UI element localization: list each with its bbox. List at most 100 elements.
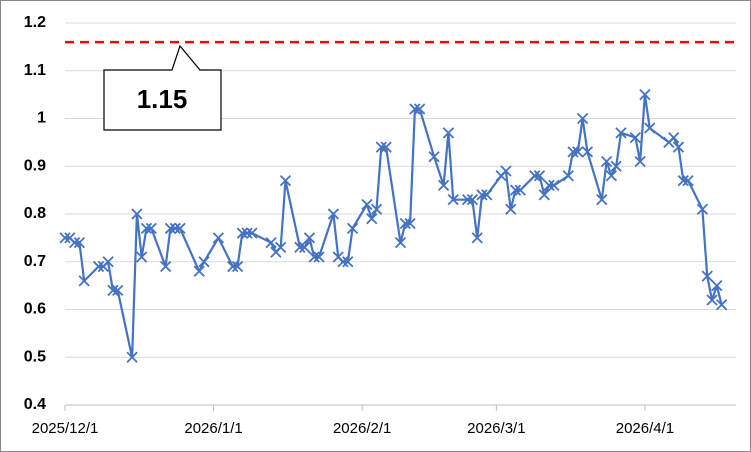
point-marker xyxy=(596,194,608,206)
y-tick-label: 0.6 xyxy=(24,301,46,318)
point-marker xyxy=(447,194,459,206)
point-marker xyxy=(327,208,340,220)
point-marker xyxy=(78,275,90,287)
point-marker xyxy=(605,170,618,182)
point-marker xyxy=(701,270,713,282)
point-marker xyxy=(299,241,311,254)
point-marker xyxy=(615,127,627,139)
point-marker xyxy=(275,241,287,254)
point-marker xyxy=(414,103,426,115)
point-marker xyxy=(672,141,685,153)
y-tick-label: 1.2 xyxy=(24,14,46,31)
point-marker xyxy=(629,131,641,144)
annotation-text: 1.15 xyxy=(137,84,188,114)
point-marker xyxy=(126,351,138,363)
point-marker xyxy=(572,146,584,158)
point-marker xyxy=(92,260,105,273)
point-marker xyxy=(514,184,526,196)
point-marker xyxy=(715,299,728,311)
point-marker xyxy=(529,170,541,182)
callout-box xyxy=(103,44,222,131)
point-marker xyxy=(231,260,244,273)
x-tick-label: 2026/4/1 xyxy=(616,420,674,437)
x-tick-label: 2026/2/1 xyxy=(333,420,391,437)
point-marker xyxy=(246,227,258,239)
point-marker xyxy=(370,203,383,215)
point-marker xyxy=(509,184,522,196)
y-tick-label: 0.8 xyxy=(24,205,46,222)
point-marker xyxy=(140,222,153,234)
y-tick-label: 0.7 xyxy=(24,253,46,270)
point-marker xyxy=(198,256,210,268)
point-marker xyxy=(576,112,589,125)
point-marker xyxy=(68,237,81,249)
point-marker xyxy=(437,179,450,191)
point-marker xyxy=(308,251,320,263)
point-marker xyxy=(366,213,378,225)
point-marker xyxy=(711,279,723,292)
point-marker xyxy=(562,170,574,182)
point-marker xyxy=(610,160,622,172)
point-marker xyxy=(112,284,124,297)
point-marker xyxy=(337,256,349,268)
point-marker xyxy=(409,103,421,115)
point-marker xyxy=(543,179,555,191)
plot xyxy=(59,40,736,363)
point-marker xyxy=(361,198,373,211)
point-marker xyxy=(533,170,546,182)
point-marker xyxy=(500,165,512,177)
point-marker xyxy=(227,260,239,273)
point-marker xyxy=(505,203,517,215)
x-tick-label: 2026/1/1 xyxy=(184,420,242,437)
point-marker xyxy=(164,222,177,234)
point-marker xyxy=(466,194,479,206)
point-marker xyxy=(136,251,148,263)
point-marker xyxy=(471,232,483,244)
x-tick-label: 2026/3/1 xyxy=(467,420,525,437)
point-marker xyxy=(145,222,157,234)
point-marker xyxy=(706,294,718,306)
point-marker xyxy=(404,217,416,230)
point-marker xyxy=(461,194,474,206)
point-marker xyxy=(346,222,359,234)
point-marker xyxy=(442,127,455,139)
y-tick-label: 0.4 xyxy=(24,396,46,413)
point-marker xyxy=(265,237,277,249)
point-marker xyxy=(394,237,407,249)
x-tick-label: 2025/12/1 xyxy=(32,420,99,437)
point-marker xyxy=(107,284,119,297)
point-marker xyxy=(639,88,651,101)
series-line xyxy=(65,93,723,359)
point-marker xyxy=(102,256,114,268)
point-marker xyxy=(668,131,680,144)
point-marker xyxy=(682,174,694,187)
point-marker xyxy=(59,232,71,244)
point-marker xyxy=(538,189,550,201)
point-marker xyxy=(303,232,316,244)
point-marker xyxy=(212,232,225,244)
point-marker xyxy=(174,222,186,234)
point-marker xyxy=(342,256,354,268)
point-marker xyxy=(73,237,86,249)
y-tick-label: 0.5 xyxy=(24,348,46,365)
annotation: 1.15 xyxy=(103,44,222,131)
point-marker xyxy=(380,141,392,153)
point-marker xyxy=(476,189,488,201)
point-marker xyxy=(567,146,579,158)
point-marker xyxy=(241,227,253,239)
point-marker xyxy=(644,122,656,134)
point-marker xyxy=(236,227,248,239)
point-marker xyxy=(131,208,143,220)
y-tick-label: 1.1 xyxy=(24,62,46,79)
point-marker xyxy=(375,141,387,153)
point-marker xyxy=(581,146,594,158)
y-tick-label: 1 xyxy=(37,110,46,127)
point-marker xyxy=(313,251,325,263)
point-marker xyxy=(634,155,646,168)
point-marker xyxy=(169,222,181,234)
point-marker xyxy=(428,151,440,163)
y-tick-label: 0.9 xyxy=(24,157,46,174)
point-marker xyxy=(294,241,306,254)
